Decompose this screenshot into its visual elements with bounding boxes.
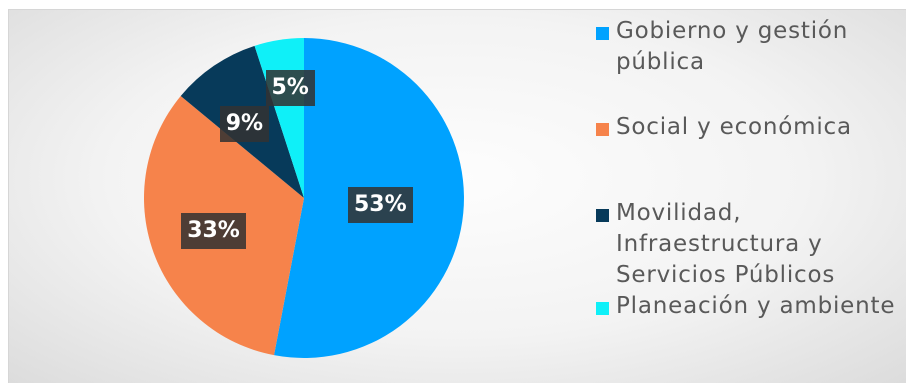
legend-label: Planeación y ambiente [616, 293, 896, 319]
legend-swatch [596, 209, 609, 222]
data-label-gobierno: 53% [348, 187, 413, 224]
data-label-social: 33% [181, 212, 246, 249]
legend-label: Movilidad, Infraestructura y Servicios P… [616, 200, 836, 288]
data-label-movilidad: 9% [219, 106, 270, 142]
legend-swatch [596, 123, 609, 136]
legend-swatch [596, 302, 609, 315]
legend-label: Social y económica [616, 114, 852, 140]
data-label-planeacion: 5% [265, 70, 315, 107]
legend-swatch [596, 27, 609, 40]
legend-label: Gobierno y gestión pública [616, 18, 849, 75]
